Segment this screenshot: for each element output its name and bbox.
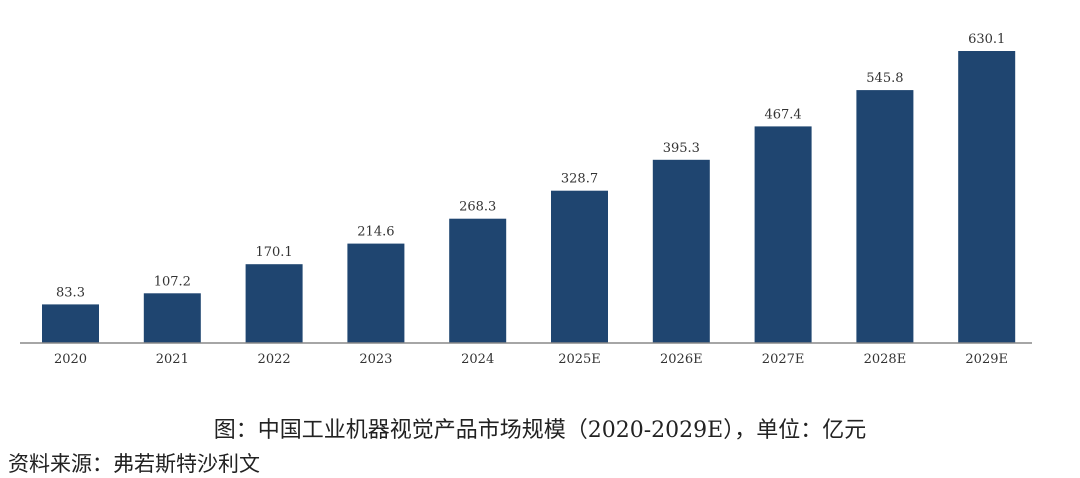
bar-2024: [449, 218, 507, 343]
x-tick-label-2024: 2024: [461, 352, 494, 367]
x-tick-label-2027E: 2027E: [762, 352, 805, 367]
value-label-2024: 268.3: [459, 200, 496, 215]
value-label-2028E: 545.8: [866, 71, 903, 86]
value-labels-group: 83.3 107.2 170.1 214.6 268.3 328.7 395.3 467.4 5…: [56, 32, 1005, 300]
x-tick-label-2029E: 2029E: [965, 352, 1008, 367]
value-label-2020: 83.3: [56, 285, 85, 300]
bar-chart: 83.3 107.2 170.1 214.6 268.3 328.7 395.3 467.4 5…: [20, 32, 1032, 367]
value-label-2026E: 395.3: [663, 141, 700, 156]
x-tick-label-2026E: 2026E: [660, 352, 703, 367]
bar-2023: [347, 243, 405, 343]
bars-group: [42, 51, 1016, 344]
value-label-2029E: 630.1: [968, 32, 1005, 47]
x-tick-labels-group: 2020 2021 2022 2023 2024 2025E 2026E 2027E 2028E…: [54, 352, 1008, 367]
x-tick-label-2021: 2021: [156, 352, 189, 367]
value-label-2022: 170.1: [255, 245, 292, 260]
x-tick-label-2020: 2020: [54, 352, 87, 367]
value-label-2023: 214.6: [357, 225, 394, 240]
bar-2026E: [652, 159, 710, 343]
x-tick-label-2023: 2023: [359, 352, 392, 367]
figure-caption: 图：中国工业机器视觉产品市场规模（2020-2029E），单位：亿元: [213, 418, 867, 443]
x-tick-label-2025E: 2025E: [558, 352, 601, 367]
bar-2029E: [958, 51, 1016, 343]
value-label-2025E: 328.7: [561, 172, 598, 187]
bar-2022: [245, 264, 303, 343]
x-tick-label-2028E: 2028E: [864, 352, 907, 367]
source-note: 资料来源：弗若斯特沙利文: [8, 452, 260, 476]
x-tick-label-2022: 2022: [258, 352, 291, 367]
value-label-2027E: 467.4: [764, 107, 801, 122]
value-label-2021: 107.2: [154, 274, 191, 289]
bar-2025E: [551, 190, 608, 343]
bar-2021: [143, 293, 201, 343]
bar-2020: [42, 304, 99, 343]
bar-2027E: [754, 126, 812, 344]
bar-2028E: [856, 90, 914, 343]
